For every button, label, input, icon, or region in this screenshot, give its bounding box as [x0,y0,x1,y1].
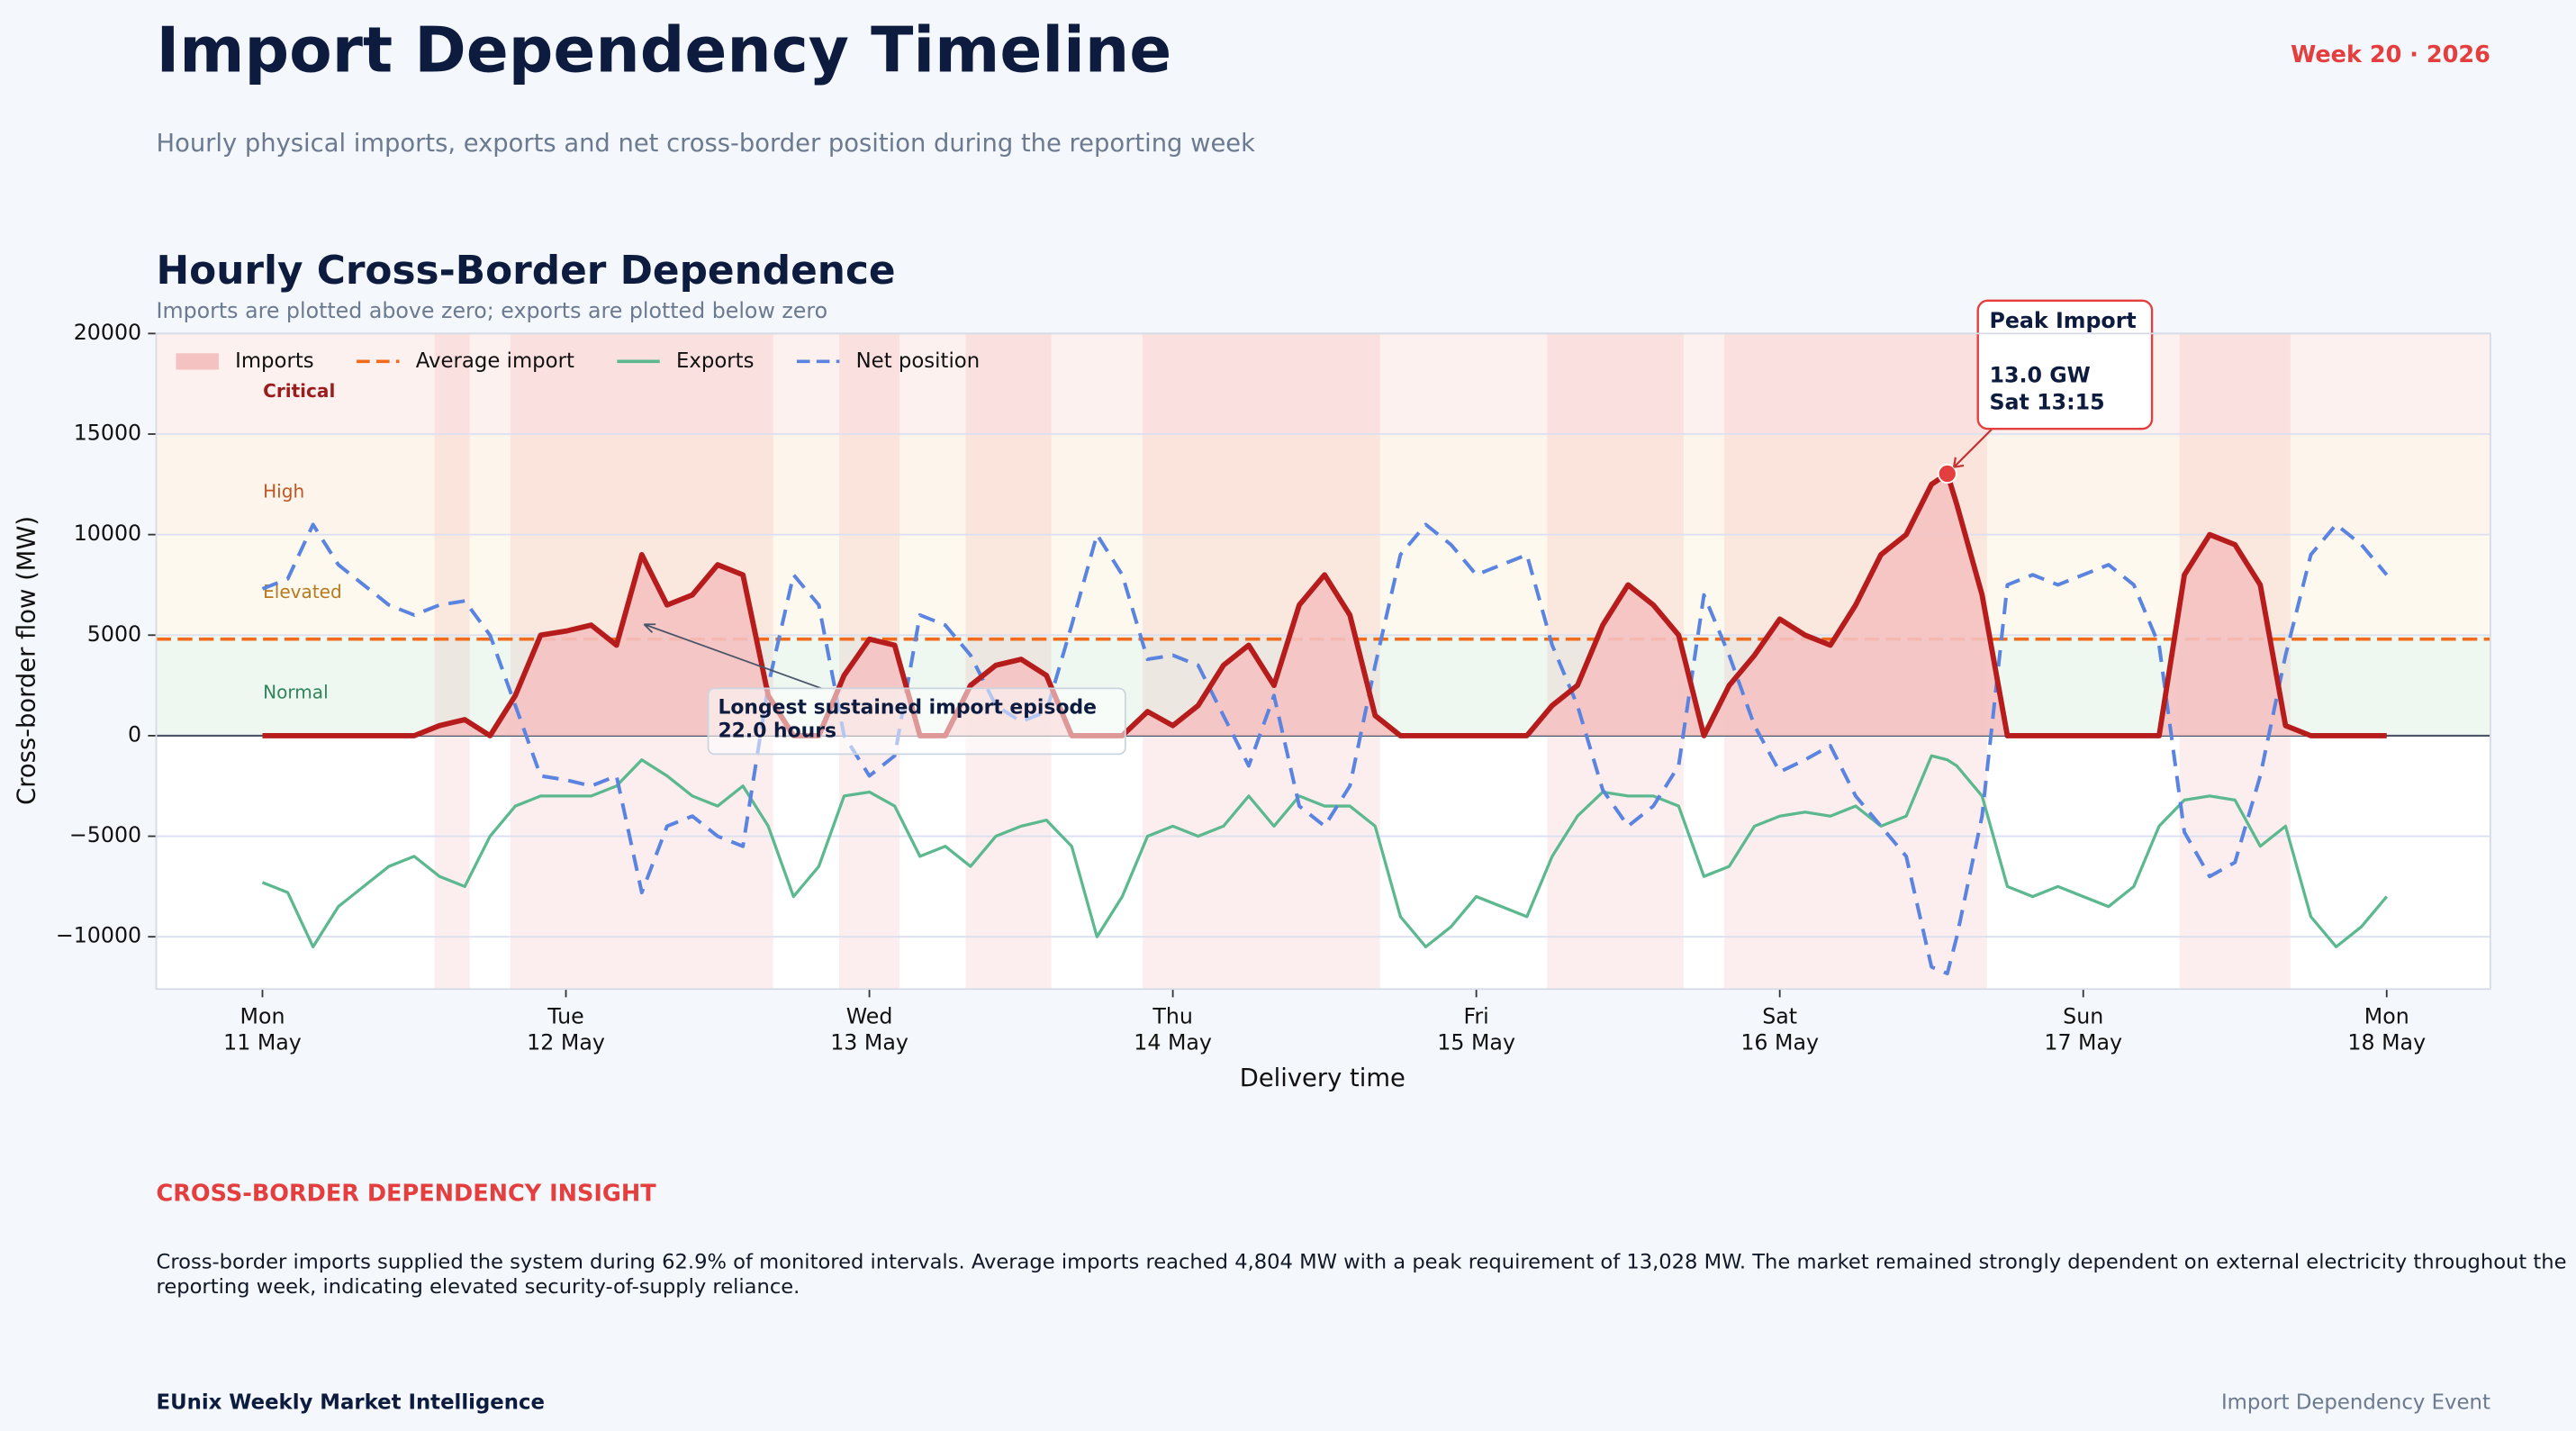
x-tick-label: Sat 16 May [1740,1003,1819,1055]
peak-arrow [1953,428,1993,468]
footer-right: Import Dependency Event [2221,1390,2490,1414]
zone-label: Critical [263,380,335,402]
imports-area [262,474,2387,736]
zone-label: Normal [263,682,329,703]
peak-title: Peak Import [1989,308,2136,333]
week-badge: Week 20 · 2026 [2291,41,2490,68]
y-tick-label: −5000 [69,822,141,847]
peak-marker [1937,464,1957,484]
x-tick-label: Wed 13 May [830,1003,908,1055]
x-tick-label: Mon 11 May [223,1003,302,1055]
imports-line [262,471,2387,738]
legend-label: Exports [676,349,755,373]
x-tick-label: Sun 17 May [2044,1003,2122,1055]
insight-heading: CROSS-BORDER DEPENDENCY INSIGHT [157,1180,657,1207]
episode-box [707,687,1126,756]
peak-box [1976,299,2154,430]
page-title: Import Dependency Timeline [157,14,1172,86]
chart-title: Hourly Cross-Border Dependence [157,248,896,294]
footer-left: EUnix Weekly Market Intelligence [157,1390,545,1414]
y-tick-label: 0 [128,721,141,747]
insight-text: Cross-border imports supplied the system… [156,1248,2567,1299]
y-tick-label: 5000 [87,621,141,647]
episode-arrow [644,623,822,690]
peak-line: 13.0 GW [1989,362,2090,387]
zone-band [156,433,2490,535]
y-tick-label: 20000 [74,320,141,345]
x-axis-label: Delivery time [1240,1064,1406,1092]
legend-label: Net position [856,349,981,373]
legend-label: Imports [235,349,314,373]
episode-line: 22.0 hours [718,720,836,743]
y-tick-label: 15000 [74,420,141,445]
plot: −10000−500005000100001500020000NormalEle… [56,299,2491,1055]
x-tick-label: Tue 12 May [527,1003,605,1055]
page-subtitle: Hourly physical imports, exports and net… [157,130,1256,158]
y-axis-label: Cross-border flow (MW) [14,516,41,805]
legend-swatch [176,353,219,370]
x-tick-label: Fri 15 May [1437,1003,1515,1055]
x-tick-label: Thu 14 May [1134,1003,1212,1055]
x-tick-label: Mon 18 May [2347,1003,2426,1055]
insight-box: Cross-border imports supplied the system… [156,1248,2567,1299]
legend: Imports Average import Exports Net position [176,349,980,373]
episode-arrowhead [643,623,656,634]
peak-arrowhead [1952,457,1965,468]
net-line [261,522,2389,976]
plot-frame [155,332,2491,991]
zone-label: High [263,480,304,502]
y-tick-label: −10000 [56,923,141,948]
legend-label: Average import [416,349,574,373]
y-tick-label: 10000 [74,521,141,546]
import-episode [434,333,470,990]
chart-subtitle: Imports are plotted above zero; exports … [157,298,828,323]
peak-line: Sat 13:15 [1989,389,2104,414]
episode-line: Longest sustained import episode [718,696,1097,719]
